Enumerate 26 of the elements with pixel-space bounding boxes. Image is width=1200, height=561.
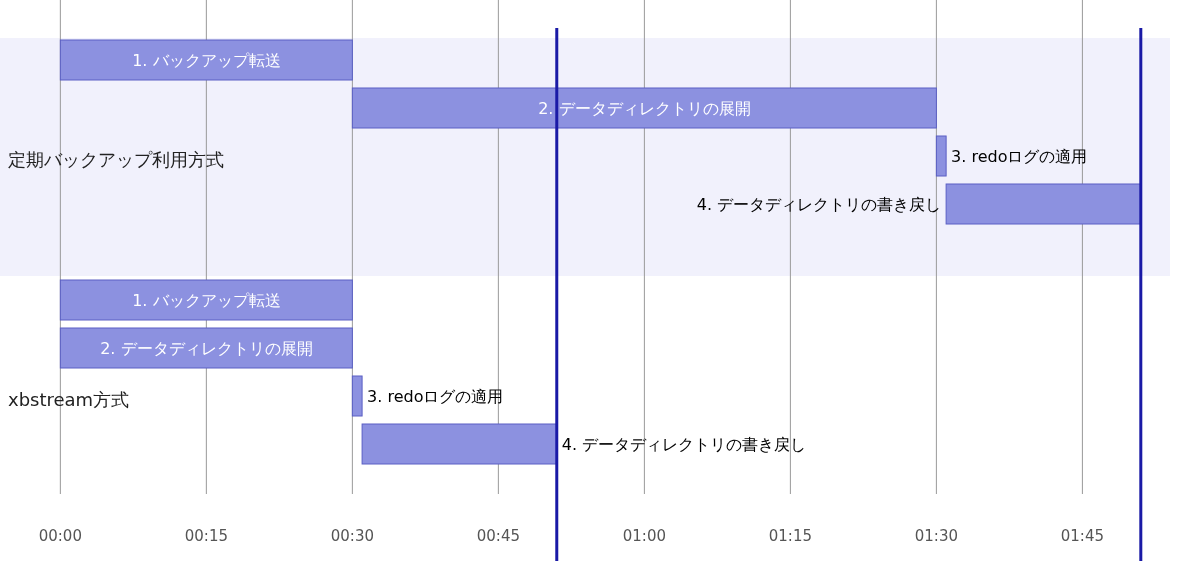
text: 4. データディレクトリの書き戻し: [561, 435, 807, 454]
x-tick-label: 00:45: [476, 527, 520, 545]
x-tick-label: 00:00: [38, 527, 82, 545]
bar: [59, 39, 353, 81]
bar: [945, 183, 1142, 225]
text: 1. バックアップ転送: [132, 291, 281, 310]
x-tick-label: 00:30: [330, 527, 374, 545]
x-tick-label: 01:15: [768, 527, 812, 545]
bar: [351, 375, 363, 417]
bar: [935, 135, 947, 177]
series-label: 4. データディレクトリの書き戻し: [696, 195, 942, 214]
bar: [351, 87, 937, 129]
bar: [59, 279, 353, 321]
x-tick-label: 01:00: [622, 527, 666, 545]
y-tick-label: 定期バックアップ利用方式: [8, 149, 224, 170]
text: 3. redoログの適用: [367, 387, 504, 406]
y-tick-label: xbstream方式: [8, 389, 130, 410]
x-tick-label: 01:45: [1060, 527, 1105, 545]
series-label: 2. データディレクトリの展開: [538, 99, 751, 118]
bar: [361, 423, 558, 465]
x-tick-label: 00:15: [184, 527, 228, 545]
bar: [59, 327, 353, 369]
series-label: 1. バックアップ転送: [132, 51, 281, 70]
series-label: 3. redoログの適用: [951, 147, 1088, 166]
text: 2. データディレクトリの展開: [100, 339, 313, 358]
x-tick-label: 01:30: [914, 527, 959, 545]
